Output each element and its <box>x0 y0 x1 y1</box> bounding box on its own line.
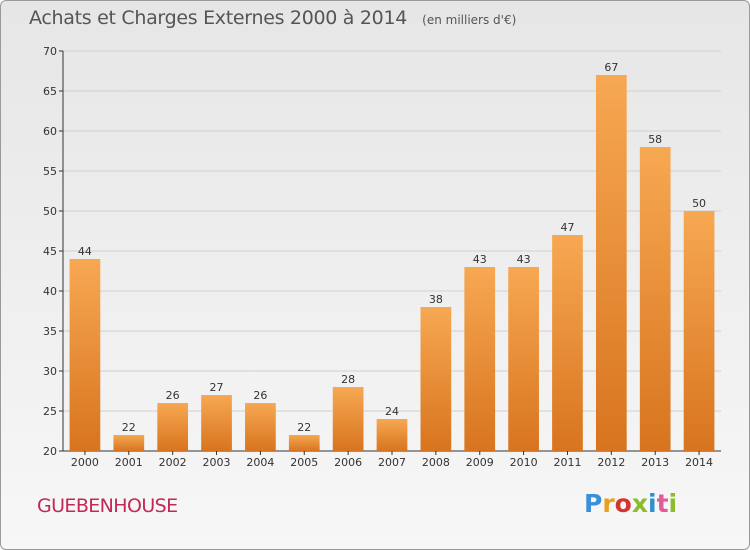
bar <box>157 403 189 451</box>
data-label: 24 <box>385 405 399 418</box>
bar <box>508 267 539 451</box>
logo-letter: x <box>631 489 648 518</box>
data-label: 43 <box>517 253 531 266</box>
x-tick-label: 2005 <box>290 456 318 469</box>
data-label: 26 <box>253 389 267 402</box>
bar <box>420 307 452 451</box>
chart-unit: (en milliers d'€) <box>422 13 517 27</box>
y-tick-label: 20 <box>43 445 57 458</box>
bar <box>113 435 145 451</box>
chart-title: Achats et Charges Externes 2000 à 2014 <box>29 7 408 29</box>
data-label: 38 <box>429 293 443 306</box>
x-tick-label: 2003 <box>203 456 231 469</box>
x-tick-label: 2012 <box>597 456 625 469</box>
data-label: 67 <box>604 61 618 74</box>
x-tick-label: 2014 <box>685 456 713 469</box>
x-tick-label: 2001 <box>115 456 143 469</box>
logo-letter: t <box>656 489 669 518</box>
logo-letter: r <box>602 489 615 518</box>
bar <box>639 147 671 451</box>
bar <box>288 435 320 451</box>
y-tick-label: 25 <box>43 405 57 418</box>
bar <box>376 419 408 451</box>
x-tick-label: 2011 <box>553 456 581 469</box>
bar <box>552 235 583 451</box>
labels: 20 25 30 35 40 45 50 55 60 65 70 44 2000 22 2001 26 2002… <box>43 45 713 469</box>
x-tick-label: 2009 <box>466 456 494 469</box>
y-tick-label: 70 <box>43 45 57 58</box>
data-label: 43 <box>473 253 487 266</box>
data-label: 44 <box>78 245 92 258</box>
x-tick-label: 2002 <box>159 456 187 469</box>
x-tick-label: 2007 <box>378 456 406 469</box>
y-tick-label: 35 <box>43 325 57 338</box>
bars <box>69 75 715 451</box>
bar <box>245 403 276 451</box>
data-label: 28 <box>341 373 355 386</box>
bar <box>595 75 627 451</box>
x-tick-label: 2010 <box>510 456 538 469</box>
data-label: 47 <box>560 221 574 234</box>
logo-letter: i <box>668 489 678 518</box>
data-label: 58 <box>648 133 662 146</box>
bar <box>201 395 232 451</box>
bar <box>332 387 364 451</box>
logo-letter: i <box>648 489 657 518</box>
chart-title-block: Achats et Charges Externes 2000 à 2014 (… <box>29 7 516 29</box>
proxiti-logo: Proxiti <box>584 489 677 518</box>
x-tick-label: 2008 <box>422 456 450 469</box>
bar <box>683 211 715 451</box>
y-tick-label: 65 <box>43 85 57 98</box>
bar <box>69 259 101 451</box>
x-tick-label: 2000 <box>71 456 99 469</box>
data-label: 22 <box>297 421 311 434</box>
y-tick-label: 45 <box>43 245 57 258</box>
y-tick-label: 30 <box>43 365 57 378</box>
data-label: 22 <box>122 421 136 434</box>
data-label: 27 <box>210 381 224 394</box>
data-label: 26 <box>166 389 180 402</box>
bar <box>464 267 496 451</box>
x-tick-label: 2013 <box>641 456 669 469</box>
x-tick-label: 2006 <box>334 456 362 469</box>
y-tick-label: 50 <box>43 205 57 218</box>
x-tick-label: 2004 <box>246 456 274 469</box>
y-tick-label: 60 <box>43 125 57 138</box>
y-tick-label: 40 <box>43 285 57 298</box>
y-tick-label: 55 <box>43 165 57 178</box>
logo-letter: o <box>614 489 632 518</box>
data-label: 50 <box>692 197 706 210</box>
logo-letter: P <box>584 489 603 518</box>
commune-name: GUEBENHOUSE <box>37 495 178 517</box>
